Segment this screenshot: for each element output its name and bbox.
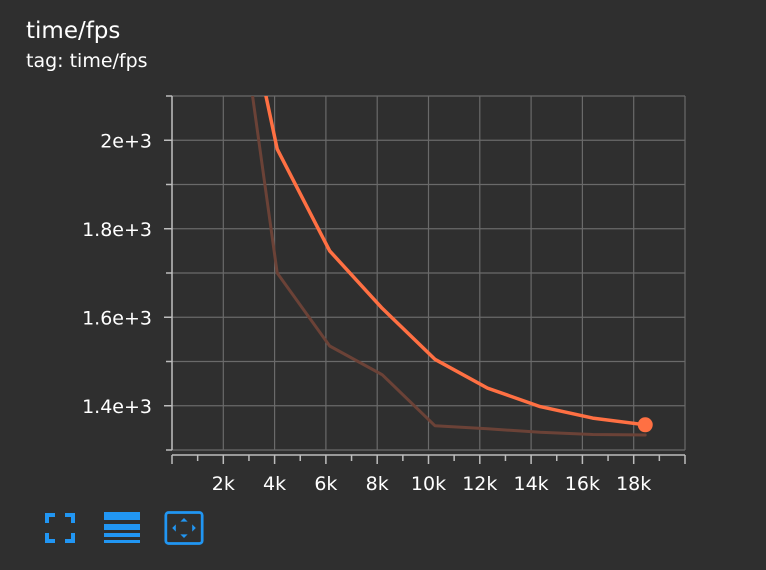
smoothed-series-endpoint[interactable]: [637, 417, 653, 433]
card-toolbar: [40, 508, 204, 548]
card-subtitle: tag: time/fps: [26, 50, 148, 72]
fit-domain-button[interactable]: [164, 508, 204, 548]
x-tick-label: 14k: [514, 473, 549, 495]
line-chart[interactable]: 1.4e+3 1.6e+3 1.8e+3 2e+3 2k 4k 6k 8k 10k 12k 14k 1…: [0, 0, 766, 500]
x-tick-label: 4k: [263, 473, 286, 495]
x-tick-label: 2k: [212, 473, 235, 495]
x-tick-label: 12k: [462, 473, 497, 495]
x-tick-label: 10k: [411, 473, 446, 495]
fit-domain-icon: [164, 511, 204, 545]
x-tick-label: 16k: [565, 473, 600, 495]
y-tick-label: 2e+3: [100, 130, 152, 152]
x-tick-label: 6k: [314, 473, 337, 495]
y-tick-label: 1.4e+3: [82, 396, 152, 418]
x-tick-label: 18k: [616, 473, 651, 495]
smoothed-series-line: [264, 96, 647, 427]
y-tick-label: 1.8e+3: [82, 219, 152, 241]
y-tick-label: 1.6e+3: [82, 307, 152, 329]
toggle-log-scale-button[interactable]: [102, 508, 142, 548]
fullscreen-icon: [45, 513, 75, 543]
card-title: time/fps: [26, 18, 121, 44]
toggle-log-scale-icon: [104, 512, 140, 543]
fullscreen-button[interactable]: [40, 508, 80, 548]
raw-series-line: [251, 96, 647, 437]
x-tick-label: 8k: [366, 473, 389, 495]
